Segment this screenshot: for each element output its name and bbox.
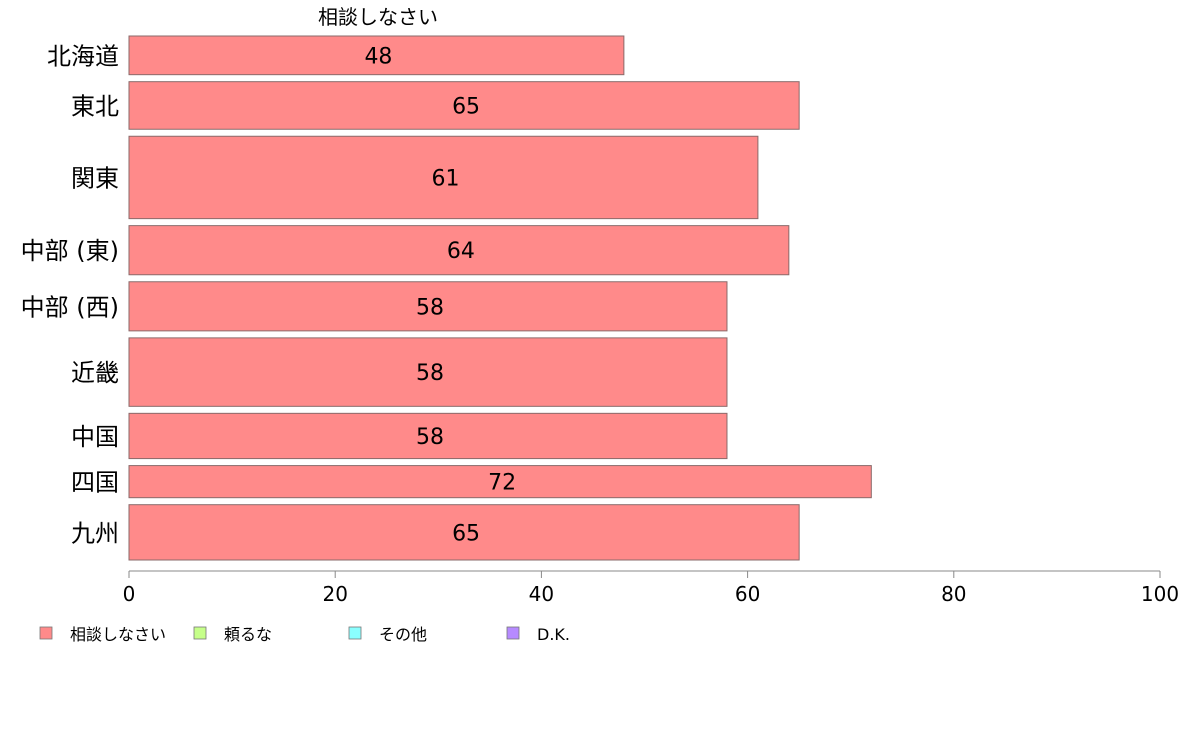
category-label: 中部 (東) [21, 237, 119, 265]
category-label: 九州 [71, 519, 119, 547]
x-axis: 0 20 40 60 80 100 [123, 570, 1179, 606]
bar-value-label: 58 [416, 295, 444, 320]
bar-value-label: 61 [431, 166, 459, 191]
category-label: 北海道 [47, 42, 119, 70]
bar-7 [128, 412, 728, 460]
bar-value-label: 58 [416, 361, 444, 386]
x-tick-label: 40 [529, 582, 554, 606]
legend: 相談しなさい 頼るな その他 D.K. [39, 625, 570, 644]
category-label: 近畿 [71, 359, 119, 387]
category-label: 東北 [71, 92, 119, 120]
bar-2 [128, 81, 800, 130]
bar-1 [128, 35, 625, 76]
bar-8 [128, 465, 872, 499]
bars-group: 48 北海道 65 東北 61 関東 64 中部 (東) 58 中部 (西) 58 近畿 58 中国 72 四… [21, 35, 872, 561]
bar-9 [128, 504, 800, 561]
bar-5 [128, 281, 728, 332]
legend-label: 相談しなさい [70, 625, 166, 644]
bar-value-label: 48 [364, 44, 392, 69]
legend-label: D.K. [537, 625, 570, 644]
bar-value-label: 64 [447, 239, 475, 264]
chart-title: 相談しなさい [318, 5, 438, 29]
legend-swatch [39, 626, 53, 640]
bar-4 [128, 225, 790, 276]
bar-6 [128, 337, 728, 407]
x-tick-label: 0 [123, 582, 136, 606]
bar-3 [128, 135, 759, 220]
legend-swatch [193, 626, 207, 640]
category-label: 中部 (西) [21, 293, 119, 321]
category-label: 四国 [71, 469, 119, 497]
legend-swatch [506, 626, 520, 640]
legend-swatch [348, 626, 362, 640]
category-label: 中国 [71, 423, 119, 451]
bar-value-label: 58 [416, 425, 444, 450]
legend-label: 頼るな [224, 625, 272, 644]
x-tick-label: 80 [941, 582, 966, 606]
x-tick-label: 20 [322, 582, 347, 606]
x-tick-label: 60 [735, 582, 760, 606]
category-label: 関東 [71, 164, 119, 192]
bar-value-label: 72 [488, 471, 516, 496]
legend-label: その他 [379, 625, 427, 644]
bar-value-label: 65 [452, 521, 480, 546]
bar-value-label: 65 [452, 94, 480, 119]
x-tick-label: 100 [1141, 582, 1179, 606]
